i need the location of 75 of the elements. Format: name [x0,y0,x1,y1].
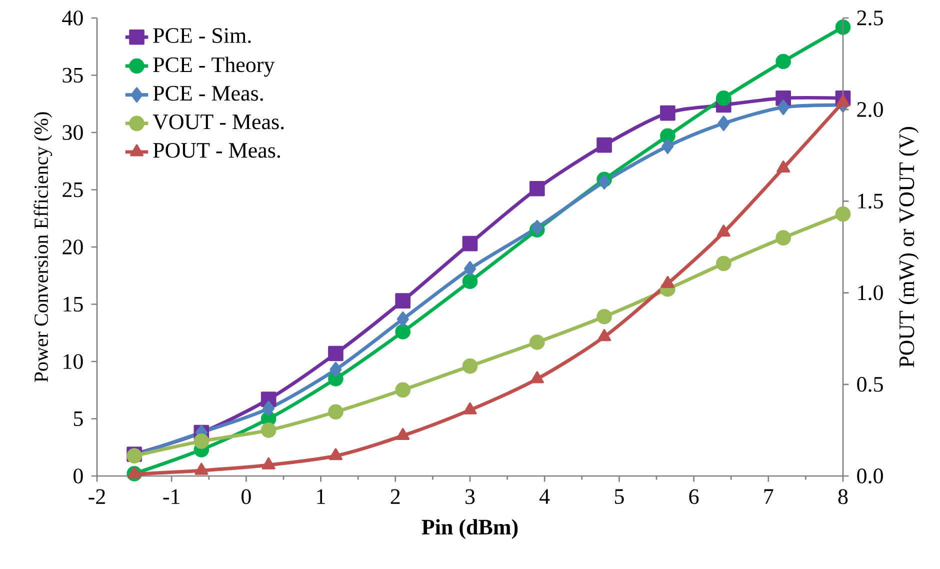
y2-tick-label: 2.0 [857,102,883,118]
point [776,160,790,173]
point [194,434,210,449]
point [262,400,275,416]
point [328,448,342,460]
point [262,457,276,470]
point [396,311,409,327]
point [194,462,208,475]
point [330,362,342,378]
point [598,329,612,342]
y-tick-label: 10 [64,354,83,369]
point [328,346,344,362]
point [718,116,730,132]
point [529,334,545,350]
y2-tick-label: 1.0 [858,285,883,300]
point [531,220,544,236]
point [596,308,612,324]
point [395,293,411,308]
legend-label: VOUT - Meas. [152,114,284,130]
x-axis-title: Pin (dBm) [422,519,518,540]
point [776,54,791,70]
legend-label: POUT - Meas. [153,143,280,158]
point [464,261,476,276]
point [529,180,545,196]
point [396,428,410,440]
point [835,206,851,222]
y-tick-label: 25 [62,182,83,198]
y2-tick-label: 2.5 [857,10,883,26]
y-tick-label: 0 [74,468,83,484]
y-tick-label: 15 [64,296,83,312]
x-tick-label: -1 [163,489,180,504]
point [836,94,850,107]
y2-tick-label: 0.5 [857,376,883,392]
x-tick-label: 3 [466,489,475,504]
x-tick-label: 0 [242,489,251,504]
point [260,422,276,438]
legend-label: PCE - Sim. [153,28,251,44]
point [776,230,791,246]
point [716,90,732,106]
y-axis-title: Power Conversion Efficiency (%) [34,112,52,382]
point [660,105,676,121]
y-tick-label: 20 [62,240,83,254]
y2-axis-title: POUT (mW) or VOUT (V) [898,127,919,368]
x-tick-label: 5 [614,489,624,504]
legend-label: PCE - Theory [153,56,275,77]
point [328,404,344,420]
x-tick-label: 2 [390,489,400,504]
x-tick-label: 6 [689,489,699,504]
y-tick-label: 5 [74,411,83,426]
point [530,371,544,384]
point [462,236,478,252]
point [660,128,676,144]
point [716,256,732,272]
point [596,137,612,153]
x-tick-label: -2 [88,489,105,504]
x-tick-label: 7 [764,489,774,504]
x-tick-label: 8 [838,489,848,504]
y-tick-label: 30 [62,125,83,140]
x-tick-label: 1 [317,489,325,504]
point [777,100,790,115]
point [462,274,478,290]
point [395,324,411,340]
point [395,382,411,398]
point [662,138,674,154]
y2-tick-label: 1.5 [858,194,883,209]
point [660,276,674,288]
point [835,19,851,35]
point [716,224,730,237]
legend-label: PCE - Meas. [153,86,263,101]
point [463,402,477,414]
x-tick-label: 4 [540,489,550,504]
y-tick-label: 40 [62,10,83,26]
y-tick-label: 35 [62,68,83,83]
y2-tick-label: 0.0 [857,468,883,484]
point [462,358,478,374]
